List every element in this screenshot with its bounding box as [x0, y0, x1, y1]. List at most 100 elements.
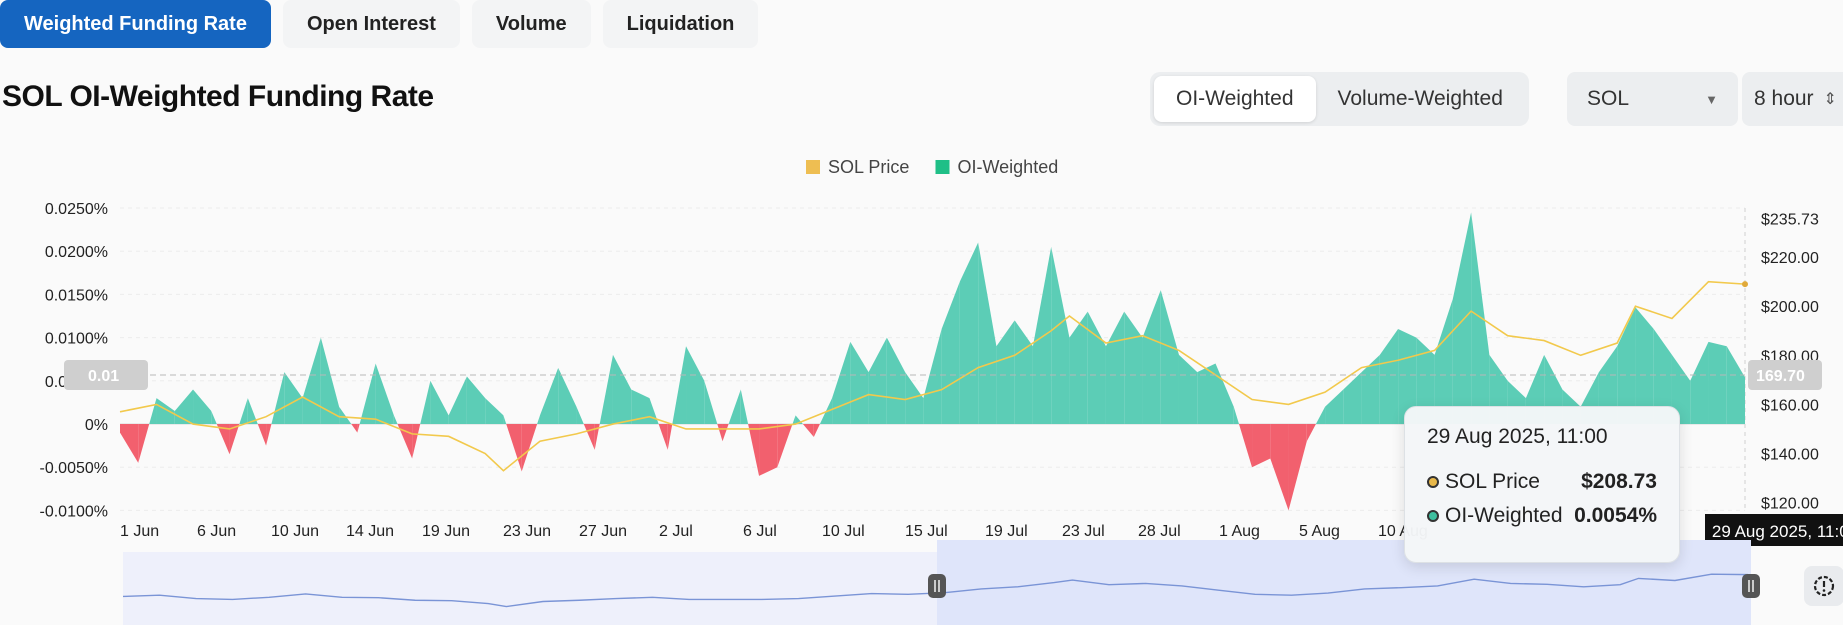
tooltip-funding-label: OI-Weighted	[1445, 504, 1563, 527]
positive-area-segment	[1398, 328, 1417, 424]
positive-area-segment	[1361, 354, 1380, 424]
legend-swatch-0	[806, 160, 820, 174]
positive-area-segment	[247, 398, 258, 424]
chart-settings-button[interactable]	[1804, 566, 1843, 606]
legend-label-0: SOL Price	[828, 157, 909, 177]
positive-area-segment	[1617, 307, 1636, 424]
x-tick-label: 19 Jul	[985, 523, 1028, 540]
x-tick-label: 23 Jun	[503, 523, 551, 540]
tooltip-price-value: $208.73	[1581, 470, 1657, 493]
left-axis-ticks: 0.0250%0.0200%0.0150%0.0100%0.0050%0%-0.…	[40, 201, 109, 520]
positive-area-segment	[375, 363, 394, 424]
positive-area-segment	[923, 328, 942, 424]
navigator-handle-left	[928, 574, 946, 598]
positive-area-segment	[156, 398, 175, 424]
positive-area-segment	[149, 398, 157, 424]
up-down-chevron-icon: ⇕	[1823, 91, 1837, 108]
negative-area-segment	[1288, 424, 1307, 511]
positive-area-segment	[239, 398, 248, 424]
price-line	[119, 280, 1746, 472]
tooltip-price-label: SOL Price	[1445, 470, 1540, 493]
positive-area-segment	[320, 337, 340, 424]
positive-area-segment	[1197, 363, 1216, 424]
volume-weighted-option[interactable]: Volume-Weighted	[1337, 87, 1503, 110]
navigator-handle-right	[1742, 574, 1760, 598]
positive-area-segment	[339, 406, 352, 424]
negative-area-segment	[412, 424, 421, 459]
positive-area-segment	[271, 372, 285, 424]
positive-area-segment	[1051, 246, 1070, 424]
right-tick-label: $140.00	[1761, 447, 1819, 464]
legend-swatch-1	[935, 160, 950, 174]
left-tick-label: -0.0050%	[40, 460, 109, 477]
weighting-toggle: OI-Weighted Volume-Weighted	[1150, 72, 1529, 126]
tab-volume[interactable]: Volume	[471, 0, 591, 48]
interval-select[interactable]: 8 hour ⇕	[1742, 72, 1843, 126]
left-tick-label: 0.0200%	[45, 244, 108, 261]
positive-area-segment	[558, 367, 577, 424]
negative-area-segment	[802, 424, 814, 437]
symbol-select[interactable]: SOL ▼	[1567, 72, 1738, 126]
negative-area-segment	[667, 424, 673, 450]
tooltip-row-funding: OI-Weighted 0.0054%	[1427, 499, 1657, 533]
negative-area-segment	[722, 424, 729, 442]
positive-area-segment	[886, 337, 906, 424]
tab-bar: Weighted Funding Rate Open Interest Volu…	[0, 0, 759, 50]
negative-area-segment	[759, 424, 778, 476]
crosshair-left-badge	[64, 360, 148, 390]
positive-area-segment	[1325, 389, 1344, 424]
negative-area-segment	[717, 424, 723, 442]
negative-area-segment	[229, 424, 240, 455]
interval-select-value: 8 hour	[1754, 87, 1814, 110]
crosshair-right-badge	[1748, 360, 1822, 390]
range-brush[interactable]	[122, 540, 1760, 625]
positive-area-segment	[1105, 311, 1125, 424]
positive-area-segment	[1233, 406, 1239, 424]
positive-area-segment	[1032, 246, 1052, 424]
x-tick-label: 1 Aug	[1219, 523, 1260, 540]
positive-area-segment	[359, 363, 376, 424]
tab-liquidation[interactable]: Liquidation	[602, 0, 759, 48]
positive-area-segment	[941, 281, 960, 424]
negative-area-segment	[1252, 424, 1271, 468]
positive-area-segment	[792, 415, 796, 424]
crosshair: 0.01 169.70 29 Aug 2025, 11:00	[64, 360, 1843, 546]
x-tick-label: 19 Jun	[422, 523, 470, 540]
positive-area-segment	[1708, 341, 1727, 424]
negative-area-segment	[777, 424, 793, 468]
negative-area-segment	[1306, 424, 1316, 442]
positive-area-segment	[631, 389, 650, 424]
positive-area-segment	[576, 406, 584, 424]
positive-area-segment	[1215, 363, 1234, 424]
right-axis-ticks: $235.73$220.00$200.00$180.00$160.00$140.…	[1761, 211, 1819, 512]
positive-area-segment	[1315, 406, 1326, 424]
funding-areas	[120, 212, 1745, 511]
tooltip-date: 29 Aug 2025, 11:00	[1427, 425, 1608, 448]
symbol-select-value: SOL	[1587, 87, 1630, 110]
tab-weighted-funding-rate[interactable]: Weighted Funding Rate	[0, 0, 271, 48]
x-tick-label: 2 Jul	[659, 523, 693, 540]
positive-area-segment	[539, 367, 559, 424]
x-axis-ticks: 1 Jun 6 Jun 10 Jun 14 Jun 19 Jun 23 Jun 27 Jun…	[120, 523, 1428, 540]
left-tick-label: -0.0100%	[40, 503, 109, 520]
x-tick-label: 5 Aug	[1299, 523, 1340, 540]
tooltip-row-price: SOL Price $208.73	[1427, 465, 1657, 499]
negative-area-segment	[120, 424, 139, 463]
crosshair-right-label: 169.70	[1756, 368, 1805, 385]
positive-area-segment	[1160, 290, 1179, 424]
tab-open-interest[interactable]: Open Interest	[282, 0, 460, 48]
negative-area-segment	[357, 424, 360, 433]
positive-area-segment	[284, 372, 303, 424]
oi-weighted-option[interactable]: OI-Weighted	[1154, 76, 1316, 122]
right-tick-label: $160.00	[1761, 397, 1819, 414]
chevron-down-icon: ▼	[1705, 91, 1718, 107]
right-tick-label: $120.00	[1761, 496, 1819, 513]
negative-area-segment	[521, 424, 538, 472]
negative-area-segment	[594, 424, 600, 450]
positive-area-segment	[1452, 212, 1472, 424]
positive-area-segment	[1124, 311, 1143, 424]
negative-area-segment	[583, 424, 595, 450]
positive-area-segment	[740, 389, 749, 424]
positive-area-segment	[420, 380, 431, 424]
